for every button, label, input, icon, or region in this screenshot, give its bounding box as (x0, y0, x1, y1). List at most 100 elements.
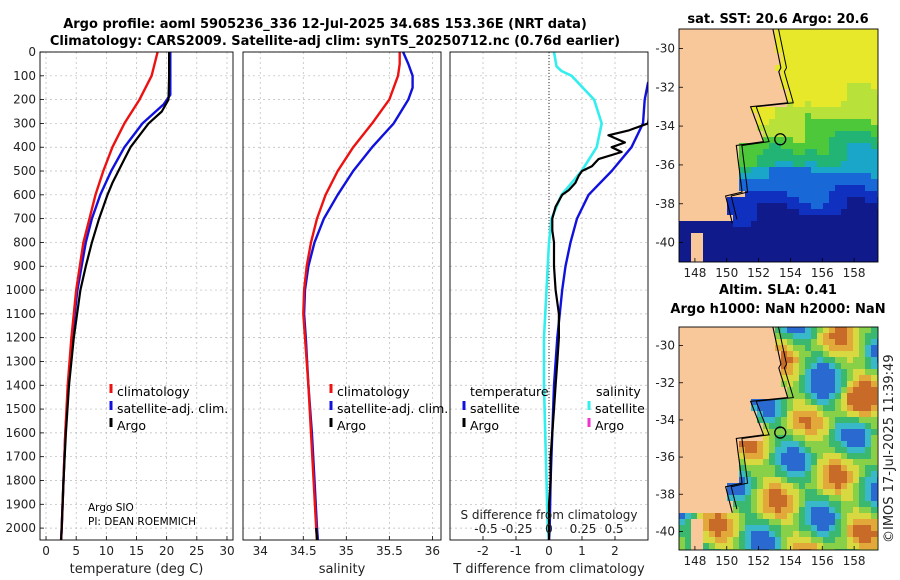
map-cell (775, 149, 782, 156)
map-cell (817, 209, 824, 216)
map-cell (877, 327, 878, 334)
map-cell (823, 435, 830, 442)
map-cell (679, 47, 686, 54)
map-cell (829, 155, 836, 162)
map-cell (877, 543, 878, 550)
map-cell (829, 399, 836, 406)
map-cell (835, 477, 842, 484)
map-cell (847, 441, 854, 448)
map-cell (685, 251, 692, 258)
map-y-tick-label: -38 (655, 487, 675, 501)
map-cell (751, 53, 758, 60)
map-cell (679, 477, 686, 484)
map-cell (727, 345, 734, 352)
map-cell (685, 501, 692, 508)
map-cell (745, 227, 752, 234)
map-cell (811, 525, 818, 532)
map-cell (859, 167, 866, 174)
map-cell (739, 227, 746, 234)
map-cell (877, 119, 878, 126)
map-cell (805, 179, 812, 186)
map-cell (859, 35, 866, 42)
y-tick-label: 1100 (5, 307, 36, 321)
map-cell (745, 549, 752, 550)
map-cell (697, 221, 704, 228)
map-cell (871, 137, 878, 144)
legend-label: satellite-adj. clim. (337, 401, 448, 416)
map-cell (739, 203, 746, 210)
map-cell (787, 143, 794, 150)
plot-frame (39, 51, 234, 541)
map-cell (745, 155, 752, 162)
map-cell (871, 363, 878, 370)
map-cell (685, 185, 692, 192)
map-cell (691, 357, 698, 364)
map-cell (871, 35, 878, 42)
map-cell (817, 543, 824, 550)
map-cell (745, 471, 752, 478)
map-cell (823, 375, 830, 382)
map-cell (697, 59, 704, 66)
float-info-line1: Argo SIO (88, 502, 134, 514)
map-cell (835, 459, 842, 466)
map-cell (757, 543, 764, 550)
map-cell (781, 327, 788, 334)
map-cell (703, 131, 710, 138)
map-cell (871, 525, 878, 532)
map-cell (769, 447, 776, 454)
map-cell (793, 369, 800, 376)
map-cell (751, 357, 758, 364)
map-cell (685, 233, 692, 240)
map-cell (745, 149, 752, 156)
map-cell (751, 549, 758, 550)
map-cell (793, 185, 800, 192)
map-cell (829, 429, 836, 436)
map-cell (721, 417, 728, 424)
map-cell (763, 215, 770, 222)
map-cell (793, 179, 800, 186)
map-cell (805, 363, 812, 370)
map-cell (685, 345, 692, 352)
map-cell (799, 143, 806, 150)
map-cell (865, 95, 872, 102)
map-cell (853, 83, 860, 90)
map-cell (721, 197, 728, 204)
legend-label: Argo (117, 418, 146, 433)
map-cell (691, 399, 698, 406)
map-cell (727, 173, 734, 180)
map-cell (715, 251, 722, 258)
map-cell (703, 185, 710, 192)
map-cell (721, 185, 728, 192)
map-cell (847, 399, 854, 406)
map-cell (787, 53, 794, 60)
map-cell (853, 227, 860, 234)
map-cell (715, 191, 722, 198)
map-cell (835, 537, 842, 544)
map-cell (835, 245, 842, 252)
map-cell (709, 155, 716, 162)
map-cell (871, 41, 878, 48)
map-cell (769, 197, 776, 204)
map-cell (799, 345, 806, 352)
map-cell (829, 251, 836, 258)
map-cell (775, 203, 782, 210)
map-cell (811, 423, 818, 430)
map-cell (835, 29, 842, 36)
map-cell (847, 513, 854, 520)
map-cell (685, 525, 692, 532)
map-cell (733, 447, 740, 454)
map-cell (703, 203, 710, 210)
map-cell (877, 149, 878, 156)
map-cell (865, 333, 872, 340)
map-cell (709, 191, 716, 198)
map-cell (847, 131, 854, 138)
map-cell (829, 89, 836, 96)
map-cell (769, 95, 776, 102)
map-cell (679, 339, 686, 346)
map-cell (757, 119, 764, 126)
map-cell (727, 405, 734, 412)
map-cell (727, 423, 734, 430)
map-cell (697, 245, 704, 252)
map-cell (709, 381, 716, 388)
map-cell (739, 339, 746, 346)
